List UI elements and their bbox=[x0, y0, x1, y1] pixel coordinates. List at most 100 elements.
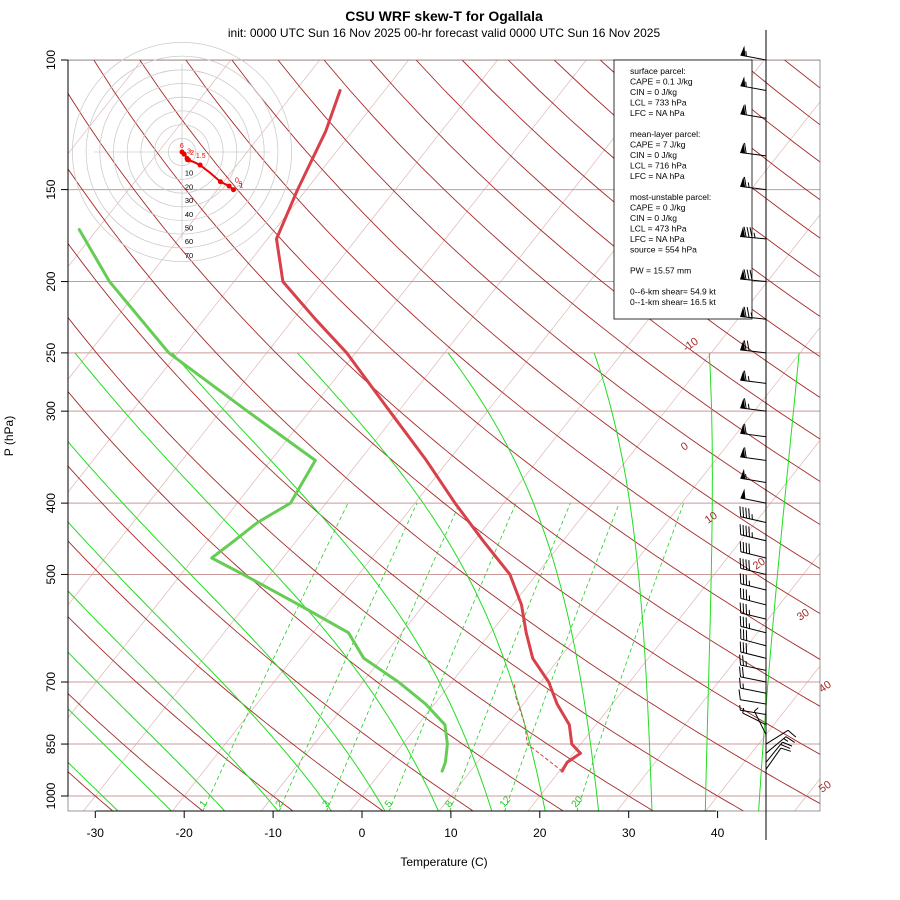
dry-adiabat-label: 30 bbox=[795, 607, 812, 624]
hodo-ring bbox=[113, 83, 251, 221]
wind-barb bbox=[739, 666, 767, 683]
dry-adiabat-line bbox=[231, 60, 820, 570]
x-tick-label: -30 bbox=[87, 826, 105, 840]
mixing-ratio-label: 3 bbox=[321, 798, 333, 810]
wind-barb-full bbox=[739, 506, 742, 517]
wind-barb-staff bbox=[765, 736, 787, 754]
info-line: CIN = 0 J/kg bbox=[630, 213, 677, 223]
wind-barb-half bbox=[783, 738, 789, 742]
wind-barb-full bbox=[743, 340, 747, 351]
info-box-frame bbox=[613, 59, 753, 320]
wind-barb-staff bbox=[740, 534, 767, 542]
wind-barb-staff bbox=[765, 741, 783, 763]
wind-barb-full bbox=[743, 398, 747, 409]
mixing-ratio-label: 5 bbox=[383, 798, 395, 810]
dry-adiabat-line bbox=[68, 390, 565, 811]
y-tick-label: 150 bbox=[44, 179, 58, 199]
x-tick-label: 0 bbox=[359, 826, 366, 840]
mixing-ratio-line bbox=[326, 502, 461, 811]
moist-adiabat-line bbox=[68, 440, 386, 811]
y-tick-label: 100 bbox=[44, 50, 58, 70]
wind-barb bbox=[739, 587, 767, 606]
wind-barb-half bbox=[754, 707, 759, 712]
wind-barb bbox=[740, 306, 767, 320]
y-tick-label: 250 bbox=[44, 343, 58, 363]
isotherm-line bbox=[438, 327, 820, 811]
info-line: CIN = 0 J/kg bbox=[630, 150, 677, 160]
dry-adiabat-line bbox=[784, 60, 820, 89]
wind-barb bbox=[740, 398, 767, 412]
hodo-ring-label: 60 bbox=[185, 237, 193, 246]
info-line: LFC = NA hPa bbox=[630, 108, 685, 118]
info-line: source = 554 hPa bbox=[630, 245, 697, 255]
dry-adiabat-line bbox=[185, 60, 820, 615]
info-line: 0--6-km shear= 54.9 kt bbox=[630, 287, 716, 297]
wind-barb-staff bbox=[740, 379, 767, 384]
hodo-ring-label: 30 bbox=[185, 196, 193, 205]
wind-barb-staff bbox=[740, 235, 767, 240]
x-tick-label: 20 bbox=[533, 826, 547, 840]
moist-adiabat-line bbox=[593, 352, 653, 811]
moist-adiabat-line bbox=[68, 651, 226, 811]
wind-barb-full bbox=[739, 557, 742, 569]
wind-barb bbox=[740, 76, 767, 91]
wind-barb bbox=[740, 488, 767, 504]
y-tick-label: 850 bbox=[44, 734, 58, 754]
hodo-height-label: 3 bbox=[187, 149, 191, 156]
wind-barb-full bbox=[748, 526, 750, 537]
moist-adiabat-line bbox=[68, 708, 173, 811]
hodo-ring bbox=[167, 137, 197, 167]
hodo-point bbox=[230, 187, 236, 193]
dry-adiabat-line bbox=[277, 60, 820, 526]
dry-adiabat-line bbox=[68, 242, 745, 811]
wind-barb-staff bbox=[765, 747, 782, 770]
wind-barb-staff bbox=[742, 712, 767, 726]
wind-barb-half bbox=[745, 50, 747, 57]
wind-barb-flag bbox=[740, 423, 746, 434]
x-tick-label: 10 bbox=[444, 826, 458, 840]
wind-barb-full bbox=[746, 269, 750, 280]
hodo-height-label: 1 bbox=[239, 183, 243, 190]
wind-barb bbox=[739, 573, 767, 591]
wind-barb-full bbox=[746, 340, 750, 352]
wind-barb bbox=[739, 541, 767, 559]
dry-adiabat-line bbox=[93, 60, 820, 707]
wind-barb-full bbox=[739, 677, 742, 689]
wind-barb-half bbox=[750, 312, 753, 318]
dry-adiabat-label: 40 bbox=[817, 679, 834, 696]
wind-barb-full bbox=[746, 307, 750, 318]
moist-adiabat-line bbox=[68, 521, 333, 811]
wind-barb-full bbox=[739, 524, 742, 535]
hodo-ring bbox=[99, 69, 265, 235]
wind-barb-staff bbox=[740, 185, 767, 191]
wind-barb bbox=[740, 104, 767, 119]
wind-barb-half bbox=[753, 232, 756, 238]
wind-barb bbox=[740, 423, 767, 438]
mixing-ratio-line bbox=[278, 502, 418, 811]
wind-barb-full bbox=[744, 447, 747, 458]
wind-barb bbox=[740, 176, 767, 191]
moist-adiabat-line bbox=[758, 352, 800, 811]
info-line: CIN = 0 J/kg bbox=[630, 87, 677, 97]
dry-adiabat-line bbox=[323, 60, 820, 482]
wind-barb bbox=[740, 370, 767, 384]
wind-barb-flag bbox=[740, 488, 746, 499]
mixing-ratio-line bbox=[504, 502, 620, 811]
wind-barb-staff bbox=[740, 699, 767, 705]
wind-barb bbox=[739, 641, 767, 659]
wind-barb-half bbox=[747, 403, 750, 410]
mixing-ratio-line bbox=[202, 502, 349, 811]
wind-barb-half bbox=[747, 182, 750, 188]
hodo-height-label: 0 bbox=[235, 178, 239, 185]
wind-barb-full bbox=[745, 507, 747, 519]
wind-barb-full bbox=[744, 142, 747, 154]
wind-barb-full bbox=[744, 104, 747, 115]
wind-barb-staff bbox=[740, 113, 767, 119]
wind-barb bbox=[740, 226, 767, 240]
hodo-point bbox=[181, 151, 187, 157]
wind-barb bbox=[739, 506, 767, 523]
hodo-height-label: 2 bbox=[190, 150, 194, 157]
wind-barb bbox=[765, 747, 791, 770]
wind-barb-staff bbox=[740, 456, 767, 461]
hodo-ring-label: 50 bbox=[185, 224, 193, 233]
